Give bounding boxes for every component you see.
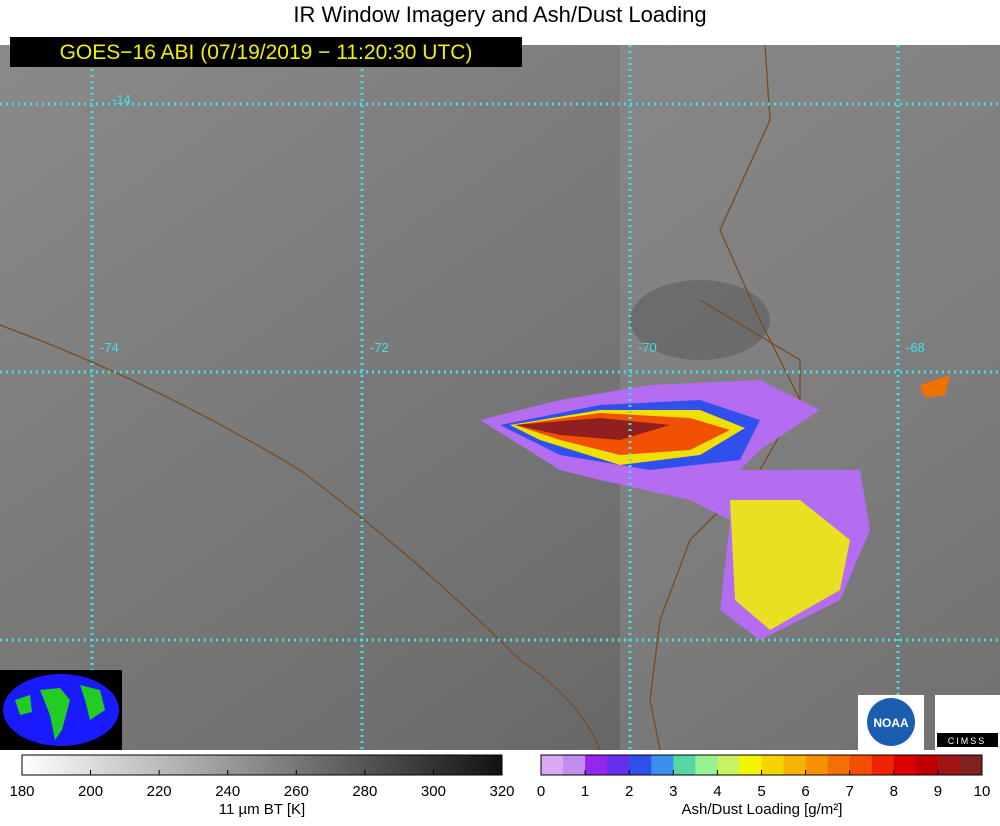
colorbar-tick-label: 0	[537, 783, 545, 800]
colorbar-segment	[673, 755, 696, 775]
lake-titicaca-region	[630, 280, 770, 360]
coastline	[0, 324, 601, 751]
lon-label: -70	[638, 340, 657, 355]
colorbar-segment	[805, 755, 829, 775]
colorbar-label: Ash/Dust Loading [g/m²]	[682, 801, 843, 818]
colorbar-tick-label: 240	[215, 783, 240, 800]
colorbar-tick-label: 5	[757, 783, 765, 800]
colorbar-segment	[783, 755, 807, 775]
noaa-label: NOAA	[873, 716, 909, 730]
lon-label: -74	[100, 340, 119, 355]
colorbar-tick-label: 3	[669, 783, 677, 800]
colorbar-tick-label: 2	[625, 783, 633, 800]
colorbar-segment	[849, 755, 873, 775]
border	[699, 299, 801, 400]
cimss-logo	[937, 733, 998, 747]
colorbar-label: 11 µm BT [K]	[219, 801, 305, 818]
colorbar-segment	[739, 755, 762, 775]
colorbar-tick-label: 200	[78, 783, 103, 800]
colorbar-segment	[607, 755, 630, 775]
title: IR Window Imagery and Ash/Dust Loading	[293, 2, 706, 27]
colorbar-tick-label: 220	[147, 783, 172, 800]
colorbar-segment	[761, 755, 785, 775]
colorbar-segment	[893, 755, 917, 775]
colorbar-tick-label: 260	[284, 783, 309, 800]
colorbar-segment	[695, 755, 718, 775]
colorbar-tick-label: 6	[801, 783, 809, 800]
colorbar-tick-label: 320	[489, 783, 514, 800]
timestamp: GOES−16 ABI (07/19/2019 − 11:20:30 UTC)	[60, 41, 473, 64]
colorbar-tick-label: 9	[934, 783, 942, 800]
colorbar-segment	[651, 755, 674, 775]
colorbar-segment	[827, 755, 851, 775]
lon-label: -68	[906, 340, 925, 355]
bt-colorbar	[21, 754, 503, 776]
colorbar-tick-label: 7	[846, 783, 854, 800]
colorbar-segment	[629, 755, 652, 775]
colorbar-tick-label: 10	[974, 783, 991, 800]
colorbar-tick-label: 180	[9, 783, 34, 800]
colorbar-tick-label: 4	[713, 783, 721, 800]
colorbar-tick-label: 300	[421, 783, 446, 800]
cimss-label: CIMSS	[948, 736, 987, 746]
colorbar-segment	[717, 755, 740, 775]
colorbar-segment	[541, 755, 564, 775]
ash-plume	[480, 375, 950, 640]
lon-label: -72	[370, 340, 389, 355]
noaa-logo	[867, 698, 915, 746]
colorbar-tick-label: 1	[581, 783, 589, 800]
colorbar-tick-label: 8	[890, 783, 898, 800]
colorbar-segment	[915, 755, 939, 775]
timestamp-box	[10, 37, 522, 67]
colorbar-tick-label: 280	[352, 783, 377, 800]
colorbar-segment	[871, 755, 895, 775]
colorbar-segment	[563, 755, 586, 775]
colorbar-segment	[585, 755, 608, 775]
globe-inset	[0, 670, 122, 750]
lat-label: -14	[112, 92, 131, 107]
colorbar-segment	[959, 755, 983, 775]
colorbar-segment	[937, 755, 961, 775]
